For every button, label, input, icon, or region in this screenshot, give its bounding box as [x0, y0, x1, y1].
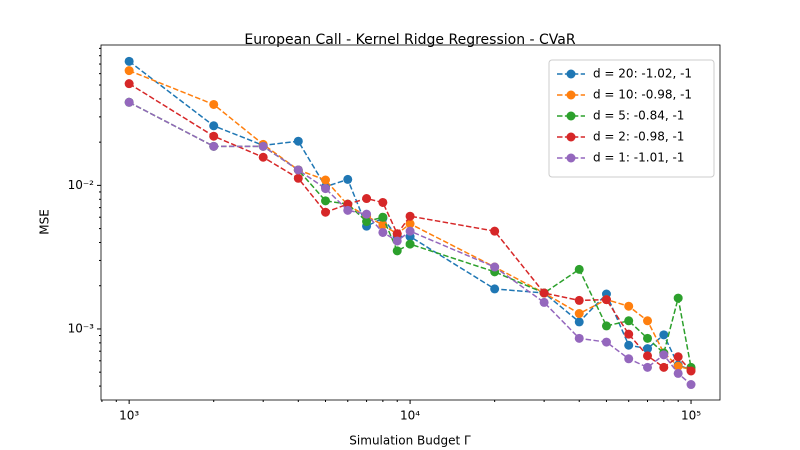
legend-box [548, 59, 715, 178]
data-point [321, 184, 331, 194]
data-point [643, 344, 653, 354]
data-point [392, 246, 402, 256]
data-point [362, 217, 372, 227]
data-point [258, 152, 268, 162]
data-point [293, 136, 303, 146]
data-point [209, 131, 219, 141]
y-axis-label: MSE [38, 209, 52, 235]
data-point [209, 141, 219, 151]
legend-marker [566, 69, 576, 79]
data-point [321, 196, 331, 206]
data-point [643, 362, 653, 372]
data-point [124, 79, 134, 89]
data-point [490, 226, 500, 236]
data-point [392, 229, 402, 239]
data-point [258, 141, 268, 151]
data-point [293, 165, 303, 175]
x-axis-label: Simulation Budget Γ [349, 434, 471, 448]
data-point [673, 361, 683, 371]
data-point [601, 321, 611, 331]
data-point [124, 66, 134, 76]
x-tick-label: 10³ [119, 409, 139, 423]
legend-label: d = 10: -0.98, -1 [593, 88, 692, 102]
data-point [124, 56, 134, 66]
legend-label: d = 5: -0.84, -1 [593, 109, 684, 123]
legend-marker [566, 132, 576, 142]
data-point [405, 239, 415, 249]
x-tick-label: 10⁵ [681, 409, 701, 423]
data-point [321, 207, 331, 217]
data-point [293, 173, 303, 183]
data-point [624, 340, 634, 350]
legend-label: d = 1: -1.01, -1 [593, 151, 684, 165]
data-point [124, 97, 134, 107]
y-tick-label: 10⁻² [68, 178, 95, 192]
data-point [643, 333, 653, 343]
data-point [574, 309, 584, 319]
legend-marker [566, 153, 576, 163]
data-point [392, 236, 402, 246]
data-point [321, 175, 331, 185]
chart-title: European Call - Kernel Ridge Regression … [244, 32, 575, 48]
legend-label: d = 20: -1.02, -1 [593, 67, 692, 81]
data-point [659, 362, 669, 372]
data-point [624, 354, 634, 364]
legend-marker [566, 90, 576, 100]
data-point [343, 174, 353, 184]
x-tick-label: 10⁴ [400, 409, 420, 423]
data-point [659, 350, 669, 360]
data-point [405, 226, 415, 236]
legend-label: d = 2: -0.98, -1 [593, 130, 684, 144]
data-point [378, 227, 388, 237]
data-point [624, 316, 634, 326]
data-point [601, 337, 611, 347]
data-point [673, 352, 683, 362]
legend-marker [566, 111, 576, 121]
data-point [343, 205, 353, 215]
y-tick-label: 10⁻³ [68, 321, 95, 335]
data-point [539, 288, 549, 298]
data-point [209, 121, 219, 131]
data-point [574, 264, 584, 274]
data-point [490, 284, 500, 294]
data-point [405, 211, 415, 221]
data-point [624, 329, 634, 339]
data-point [362, 194, 372, 204]
data-point [539, 297, 549, 307]
data-point [209, 99, 219, 109]
data-point [405, 219, 415, 229]
data-point [624, 301, 634, 311]
data-point [378, 212, 388, 222]
data-point [686, 366, 696, 376]
data-point [574, 317, 584, 327]
data-point [601, 295, 611, 305]
data-point [490, 262, 500, 272]
data-point [378, 197, 388, 207]
data-point [659, 330, 669, 340]
data-point [362, 209, 372, 219]
data-point [686, 380, 696, 390]
data-point [378, 220, 388, 230]
data-point [574, 333, 584, 343]
data-point [574, 295, 584, 305]
data-point [673, 368, 683, 378]
plot-frame [100, 44, 721, 401]
data-point [643, 316, 653, 326]
data-point [343, 199, 353, 209]
data-point [673, 293, 683, 303]
data-point [643, 351, 653, 361]
